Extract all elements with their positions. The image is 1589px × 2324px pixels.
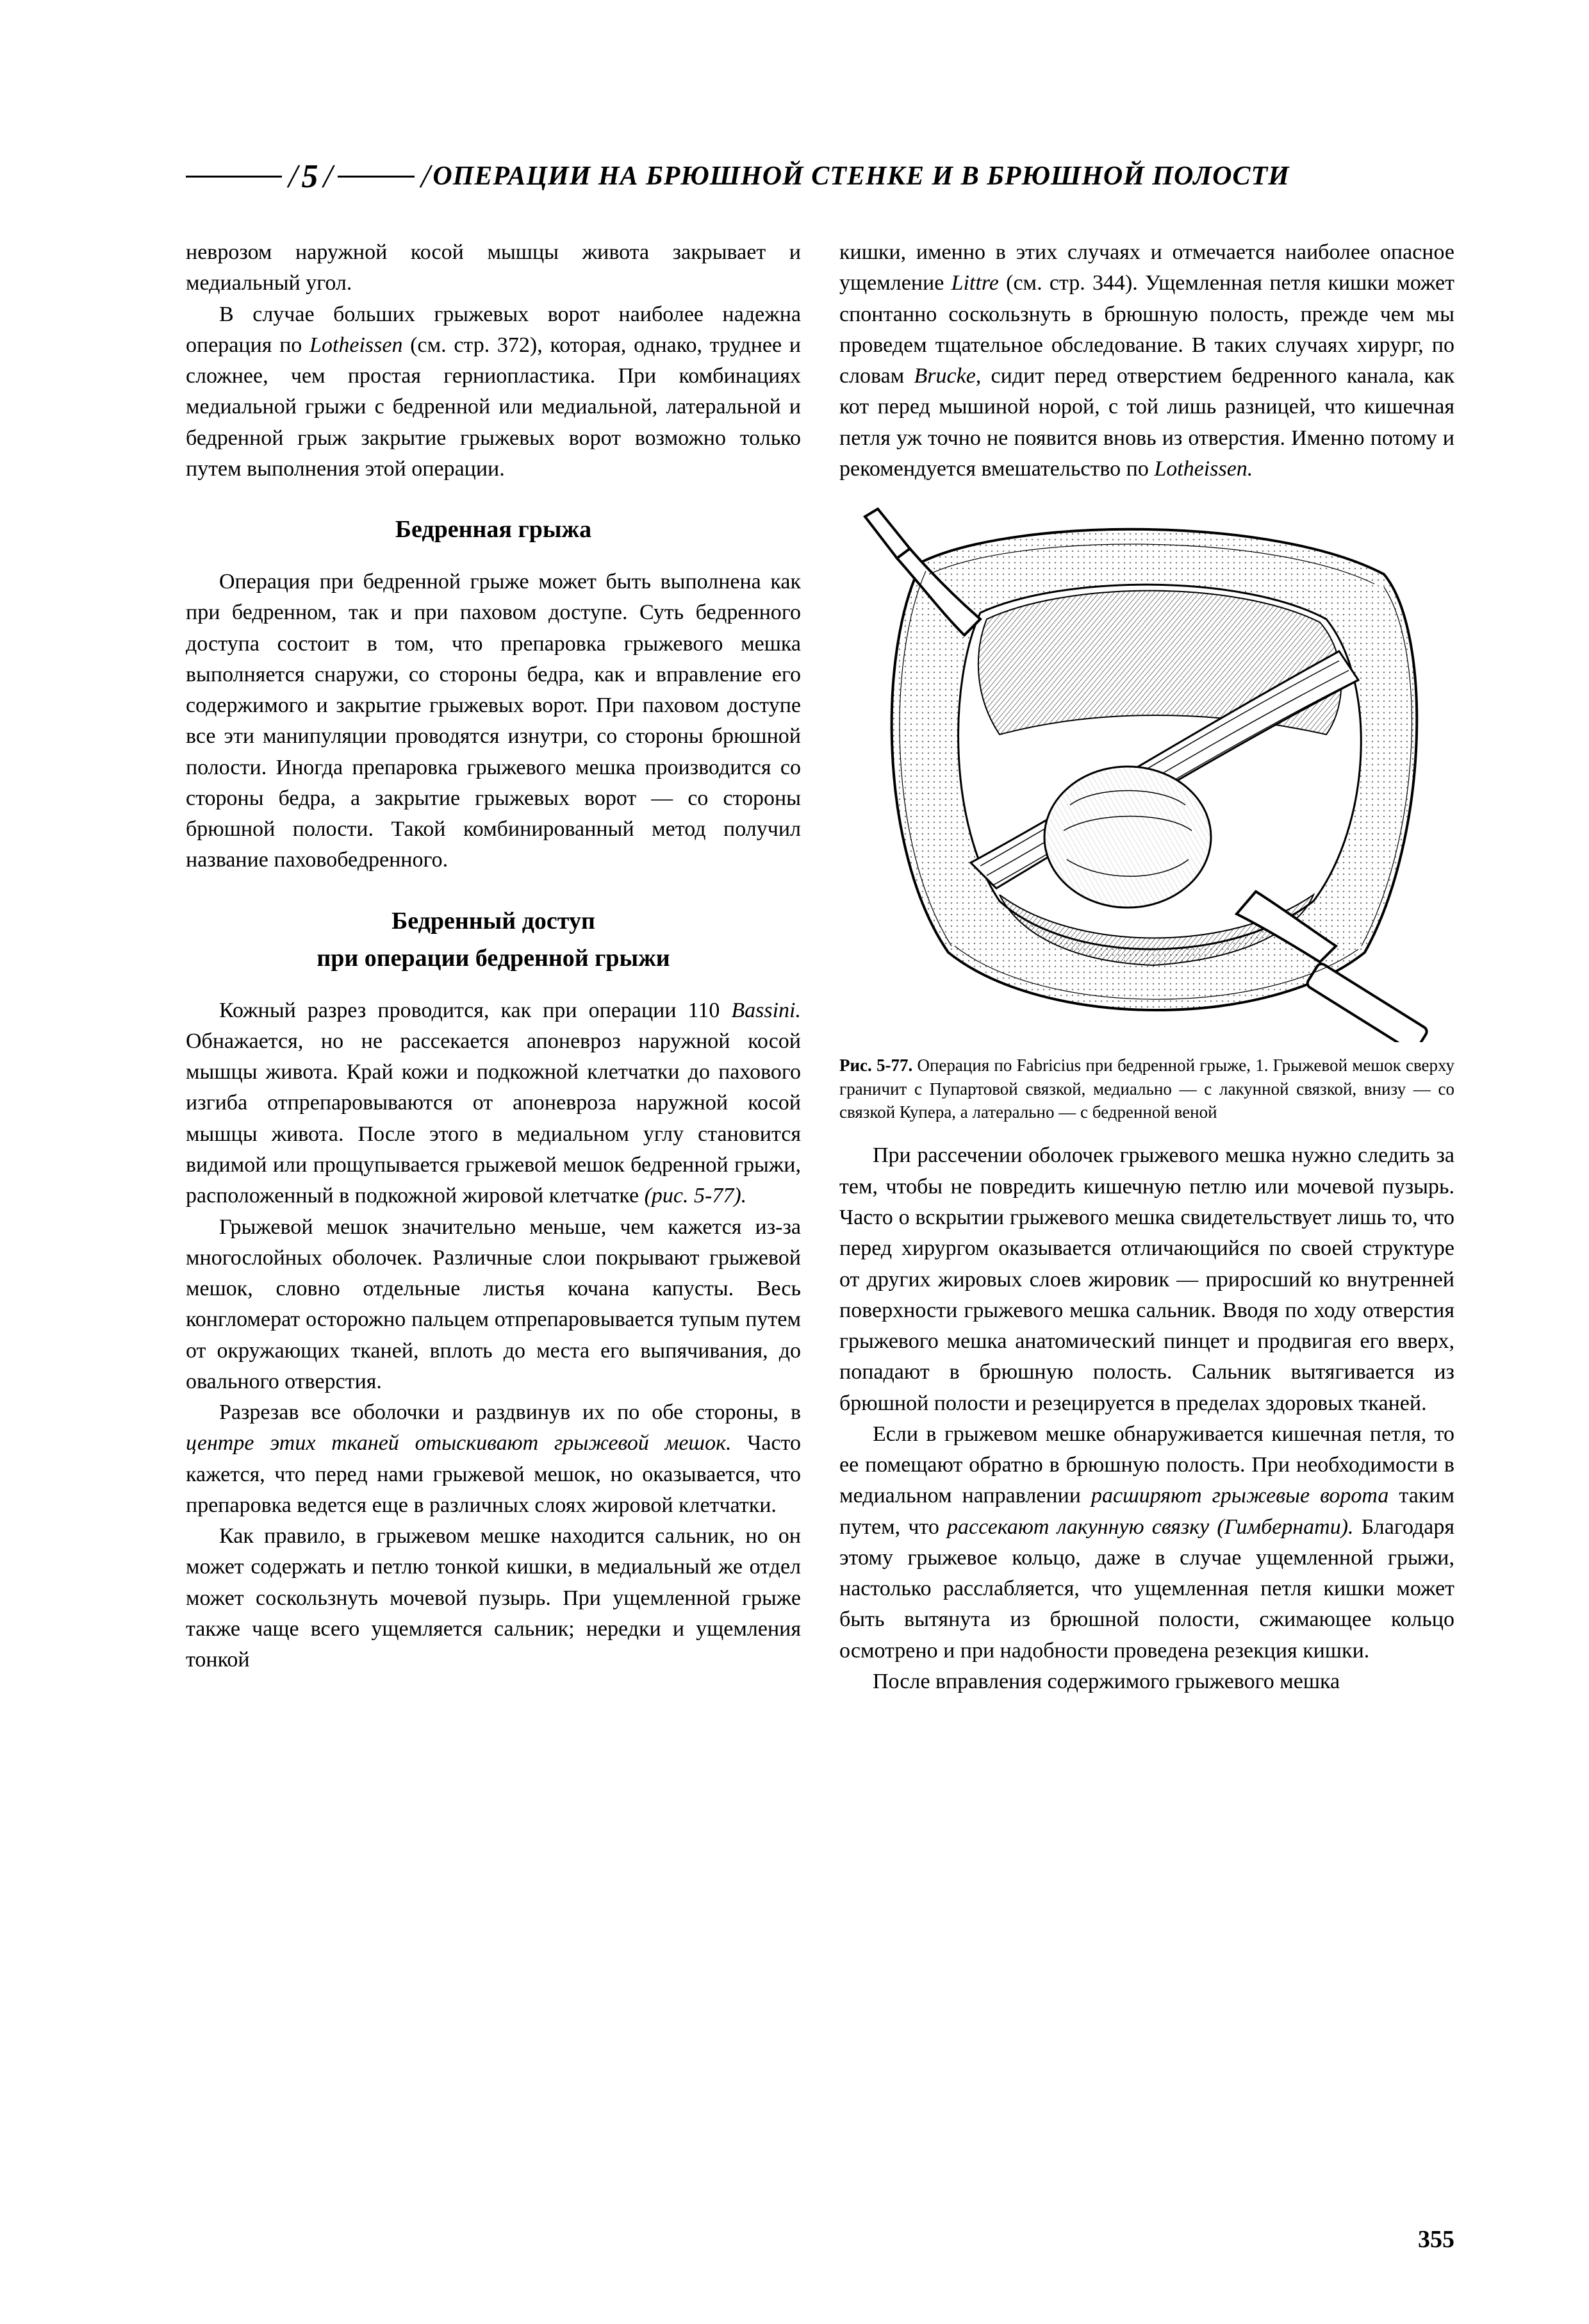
- rule: [186, 176, 282, 178]
- paragraph: Операция при бедренной грыже может быть …: [186, 567, 801, 876]
- italic: Bassini.: [731, 999, 801, 1022]
- section-heading: Бедренная грыжа: [186, 513, 801, 547]
- chapter-number: 5: [297, 158, 322, 195]
- italic: рассекают лакунную связку (Гимбернати).: [947, 1515, 1354, 1539]
- italic: Lotheissen.: [1154, 457, 1253, 481]
- paragraph: Если в грыжевом мешке обнаруживается киш…: [839, 1419, 1454, 1666]
- page: / 5 / / ОПЕРАЦИИ НА БРЮШНОЙ СТЕНКЕ И В Б…: [0, 0, 1589, 2324]
- paragraph: кишки, именно в этих случаях и отмечаетс…: [839, 237, 1454, 485]
- italic: Littre: [951, 271, 999, 295]
- italic: Lotheissen: [309, 333, 402, 357]
- italic: центре этих тканей отыскивают грыжевой м…: [186, 1431, 732, 1455]
- paragraph: Как правило, в грыжевом мешке находится …: [186, 1521, 801, 1675]
- paragraph: В случае больших грыжевых ворот наиболее…: [186, 299, 801, 485]
- rule: [338, 176, 415, 178]
- running-head: / 5 / / ОПЕРАЦИИ НА БРЮШНОЙ СТЕНКЕ И В Б…: [186, 154, 1454, 199]
- figure-label: Рис. 5-77.: [839, 1056, 912, 1075]
- figure-caption: Рис. 5-77. Операция по Fabricius при бед…: [839, 1054, 1454, 1124]
- surgical-illustration: [852, 504, 1442, 1042]
- text: Разрезав все оболочки и раздвинув их по …: [219, 1400, 801, 1424]
- paragraph: Разрезав все оболочки и раздвинув их по …: [186, 1397, 801, 1521]
- slash: /: [420, 158, 430, 195]
- paragraph: Кожный разрез проводится, как при операц…: [186, 995, 801, 1212]
- figure-5-77: [839, 504, 1454, 1042]
- section-heading: Бедренный доступ: [186, 904, 801, 939]
- chapter-title: ОПЕРАЦИИ НА БРЮШНОЙ СТЕНКЕ И В БРЮШНОЙ П…: [430, 161, 1289, 192]
- text: Кожный разрез проводится, как при операц…: [219, 999, 731, 1022]
- italic: (рис. 5-77).: [645, 1184, 747, 1208]
- italic: расширяют грыжевые ворота: [1091, 1484, 1388, 1507]
- text: Обнажается, но не рассекается апоневроз …: [186, 1029, 801, 1208]
- body-text: неврозом наружной косой мышцы живота зак…: [186, 237, 1454, 2209]
- slash: /: [287, 158, 297, 195]
- paragraph: Грыжевой мешок значительно меньше, чем к…: [186, 1212, 801, 1398]
- figure-caption-text: Операция по Fabricius при бедренной грыж…: [839, 1056, 1454, 1122]
- page-number: 355: [1418, 2225, 1454, 2253]
- section-heading: при операции бедренной грыжи: [186, 942, 801, 976]
- italic: Brucke,: [914, 364, 982, 388]
- paragraph: При рассечении оболочек грыжевого мешка …: [839, 1140, 1454, 1418]
- paragraph: После вправления содержимого грыжевого м…: [839, 1666, 1454, 1697]
- paragraph: неврозом наружной косой мышцы живота зак…: [186, 237, 801, 299]
- slash: /: [322, 158, 332, 195]
